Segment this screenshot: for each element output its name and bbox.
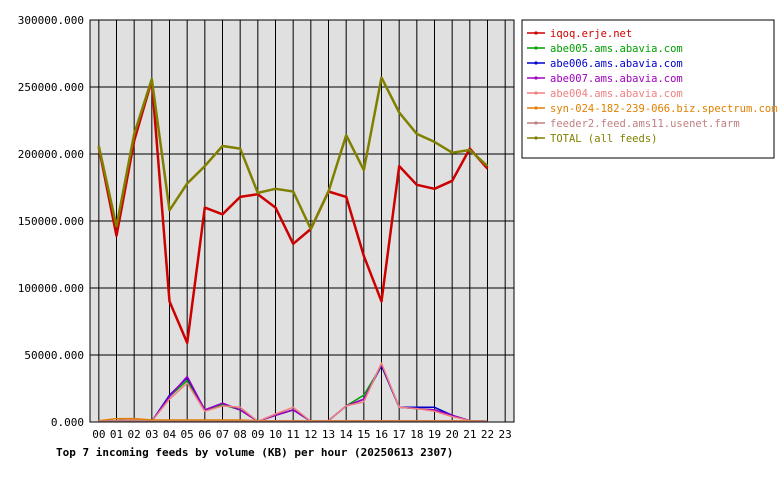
y-tick-label: 300000.000 bbox=[18, 14, 84, 27]
y-tick-label: 250000.000 bbox=[18, 81, 84, 94]
x-tick-label: 04 bbox=[163, 428, 177, 441]
legend-swatch-marker bbox=[534, 91, 538, 95]
x-tick-label: 23 bbox=[499, 428, 512, 441]
legend-label: abe005.ams.abavia.com bbox=[550, 43, 683, 55]
legend-label: abe006.ams.abavia.com bbox=[550, 58, 683, 70]
x-tick-label: 13 bbox=[322, 428, 335, 441]
series-line bbox=[98, 419, 488, 423]
legend-swatch-marker bbox=[534, 76, 538, 80]
legend-swatch-marker bbox=[534, 31, 538, 35]
x-tick-label: 02 bbox=[128, 428, 141, 441]
x-tick-label: 21 bbox=[463, 428, 476, 441]
y-tick-label: 50000.000 bbox=[24, 349, 84, 362]
y-axis-ticks: 0.000 50000.000 100000.000 150000.000 200000… bbox=[18, 14, 84, 429]
legend: iqoq.erje.net abe005.ams.abavia.com abe006… bbox=[527, 28, 778, 145]
x-tick-label: 18 bbox=[410, 428, 423, 441]
legend-label: abe004.ams.abavia.com bbox=[550, 88, 683, 100]
legend-label: TOTAL (all feeds) bbox=[550, 133, 657, 145]
x-tick-label: 10 bbox=[269, 428, 282, 441]
x-tick-label: 16 bbox=[375, 428, 388, 441]
legend-swatch-marker bbox=[534, 106, 538, 110]
series-line bbox=[98, 362, 488, 423]
x-tick-label: 22 bbox=[481, 428, 494, 441]
legend-label: feeder2.feed.ams11.usenet.farm bbox=[550, 118, 740, 130]
x-tick-label: 17 bbox=[393, 428, 406, 441]
chart-title: Top 7 incoming feeds by volume (KB) per … bbox=[56, 446, 453, 459]
x-tick-label: 11 bbox=[287, 428, 300, 441]
grid-lines bbox=[90, 19, 514, 423]
plot-frame bbox=[89, 19, 515, 423]
legend-swatch-marker bbox=[534, 46, 538, 50]
legend-swatch-marker bbox=[534, 61, 538, 65]
legend-label: abe007.ams.abavia.com bbox=[550, 73, 683, 85]
x-tick-label: 07 bbox=[216, 428, 229, 441]
x-tick-label: 08 bbox=[234, 428, 247, 441]
series-line bbox=[97, 76, 489, 231]
x-tick-label: 05 bbox=[181, 428, 194, 441]
x-tick-label: 00 bbox=[92, 428, 105, 441]
y-tick-label: 200000.000 bbox=[18, 148, 84, 161]
x-tick-label: 19 bbox=[428, 428, 441, 441]
legend-label: iqoq.erje.net bbox=[550, 28, 632, 40]
y-tick-label: 0.000 bbox=[51, 416, 84, 429]
x-tick-label: 15 bbox=[357, 428, 370, 441]
x-axis-ticks: 00 01 02 03 04 05 06 07 08 09 10 11 12 13 14 15 16 17 18 19… bbox=[92, 428, 512, 441]
legend-box bbox=[521, 19, 775, 159]
x-tick-label: 06 bbox=[198, 428, 211, 441]
x-tick-label: 12 bbox=[304, 428, 317, 441]
series-line bbox=[97, 79, 489, 345]
legend-label: syn-024-182-239-066.biz.spectrum.com bbox=[550, 103, 778, 115]
legend-swatch-marker bbox=[534, 121, 538, 125]
y-tick-label: 100000.000 bbox=[18, 282, 84, 295]
legend-swatch-marker bbox=[534, 136, 538, 140]
y-tick-label: 150000.000 bbox=[18, 215, 84, 228]
series-lines bbox=[97, 76, 489, 423]
x-tick-label: 09 bbox=[251, 428, 264, 441]
x-tick-label: 03 bbox=[145, 428, 158, 441]
x-tick-label: 20 bbox=[446, 428, 459, 441]
x-tick-label: 14 bbox=[340, 428, 354, 441]
x-tick-label: 01 bbox=[110, 428, 123, 441]
